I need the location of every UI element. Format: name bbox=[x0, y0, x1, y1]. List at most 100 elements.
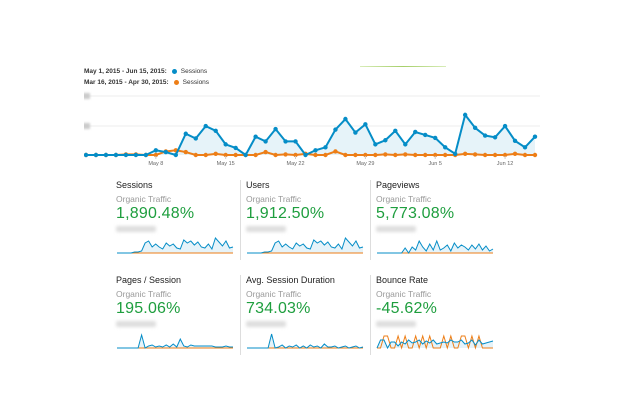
data-point[interactable] bbox=[502, 152, 508, 158]
comparison-blurred bbox=[246, 321, 286, 327]
metric-card-users[interactable]: Users Organic Traffic 1,912.50% bbox=[246, 180, 368, 260]
data-point[interactable] bbox=[263, 139, 268, 144]
divider bbox=[240, 180, 241, 260]
data-point[interactable] bbox=[433, 152, 438, 158]
data-point[interactable] bbox=[163, 149, 169, 155]
x-tick-label: May 15 bbox=[217, 161, 235, 167]
data-point[interactable] bbox=[203, 123, 208, 129]
data-point[interactable] bbox=[153, 148, 159, 153]
data-point[interactable] bbox=[153, 152, 159, 158]
data-point[interactable] bbox=[492, 152, 498, 158]
data-point[interactable] bbox=[522, 145, 528, 150]
data-point[interactable] bbox=[492, 135, 498, 140]
data-point[interactable] bbox=[423, 132, 428, 138]
data-point[interactable] bbox=[203, 152, 208, 158]
metric-card-pageviews[interactable]: Pageviews Organic Traffic 5,773.08% bbox=[376, 180, 498, 260]
data-point[interactable] bbox=[313, 148, 318, 153]
data-point[interactable] bbox=[233, 145, 238, 151]
segment-label: Organic Traffic bbox=[376, 289, 432, 299]
divider bbox=[370, 275, 371, 355]
data-point[interactable] bbox=[413, 152, 418, 158]
sparkline-current bbox=[247, 333, 364, 349]
data-point[interactable] bbox=[103, 152, 109, 158]
data-point[interactable] bbox=[462, 151, 468, 157]
data-point[interactable] bbox=[173, 152, 178, 158]
data-point[interactable] bbox=[472, 152, 478, 157]
data-point[interactable] bbox=[443, 145, 448, 150]
data-point[interactable] bbox=[333, 149, 338, 154]
data-point[interactable] bbox=[403, 152, 408, 157]
sparkline-current bbox=[377, 239, 494, 254]
x-tick-label: Jun 12 bbox=[497, 161, 514, 167]
data-point[interactable] bbox=[323, 152, 328, 158]
data-point[interactable] bbox=[193, 136, 198, 141]
decorative-line bbox=[360, 66, 446, 67]
data-point[interactable] bbox=[123, 152, 129, 158]
legend-current: May 1, 2015 - Jun 15, 2015: Sessions bbox=[84, 68, 207, 75]
metric-change: 1,912.50% bbox=[246, 205, 325, 222]
data-point[interactable] bbox=[343, 152, 348, 158]
data-point[interactable] bbox=[323, 145, 328, 150]
data-point[interactable] bbox=[133, 152, 139, 158]
data-point[interactable] bbox=[532, 134, 538, 139]
data-point[interactable] bbox=[273, 126, 278, 132]
legend-dot-icon bbox=[173, 80, 179, 85]
data-point[interactable] bbox=[353, 130, 358, 135]
data-point[interactable] bbox=[183, 131, 188, 136]
data-point[interactable] bbox=[263, 149, 268, 155]
data-point[interactable] bbox=[443, 152, 448, 158]
data-point[interactable] bbox=[143, 152, 149, 158]
data-point[interactable] bbox=[333, 127, 338, 132]
data-point[interactable] bbox=[253, 134, 258, 139]
data-point[interactable] bbox=[84, 152, 89, 158]
data-point[interactable] bbox=[283, 152, 288, 157]
data-point[interactable] bbox=[223, 152, 228, 158]
metric-title: Avg. Session Duration bbox=[246, 275, 335, 285]
data-point[interactable] bbox=[273, 152, 278, 158]
data-point[interactable] bbox=[303, 152, 308, 158]
sparkline-area bbox=[377, 241, 493, 253]
data-point[interactable] bbox=[423, 152, 428, 158]
data-point[interactable] bbox=[512, 151, 518, 157]
data-point[interactable] bbox=[472, 125, 478, 131]
data-point[interactable] bbox=[363, 122, 368, 127]
data-point[interactable] bbox=[373, 142, 378, 147]
data-point[interactable] bbox=[502, 123, 508, 129]
data-point[interactable] bbox=[253, 152, 258, 158]
data-point[interactable] bbox=[183, 149, 188, 155]
metric-card-sessions[interactable]: Sessions Organic Traffic 1,890.48% bbox=[116, 180, 238, 260]
data-point[interactable] bbox=[522, 152, 528, 158]
data-point[interactable] bbox=[383, 152, 388, 157]
data-point[interactable] bbox=[512, 138, 518, 144]
data-point[interactable] bbox=[532, 152, 538, 158]
data-point[interactable] bbox=[293, 139, 298, 144]
data-point[interactable] bbox=[452, 151, 458, 157]
data-point[interactable] bbox=[243, 152, 248, 158]
data-point[interactable] bbox=[213, 128, 218, 134]
data-point[interactable] bbox=[223, 142, 228, 147]
data-point[interactable] bbox=[343, 116, 348, 122]
metric-card-avg-session-duration[interactable]: Avg. Session Duration Organic Traffic 73… bbox=[246, 275, 368, 355]
data-point[interactable] bbox=[93, 152, 99, 158]
data-point[interactable] bbox=[213, 151, 218, 157]
data-point[interactable] bbox=[383, 138, 388, 143]
data-point[interactable] bbox=[403, 142, 408, 147]
data-point[interactable] bbox=[413, 129, 418, 135]
data-point[interactable] bbox=[353, 152, 358, 158]
data-point[interactable] bbox=[233, 152, 238, 158]
data-point[interactable] bbox=[462, 112, 468, 118]
data-point[interactable] bbox=[283, 139, 288, 144]
data-point[interactable] bbox=[113, 152, 119, 158]
data-point[interactable] bbox=[393, 128, 398, 134]
data-point[interactable] bbox=[313, 152, 318, 158]
metric-card-pages-session[interactable]: Pages / Session Organic Traffic 195.06% bbox=[116, 275, 238, 355]
data-point[interactable] bbox=[193, 152, 198, 158]
data-point[interactable] bbox=[482, 133, 488, 138]
data-point[interactable] bbox=[433, 135, 438, 141]
metric-card-bounce-rate[interactable]: Bounce Rate Organic Traffic -45.62% bbox=[376, 275, 498, 355]
data-point[interactable] bbox=[373, 152, 378, 158]
data-point[interactable] bbox=[393, 152, 398, 158]
data-point[interactable] bbox=[293, 152, 298, 158]
data-point[interactable] bbox=[363, 152, 368, 158]
data-point[interactable] bbox=[482, 152, 488, 158]
